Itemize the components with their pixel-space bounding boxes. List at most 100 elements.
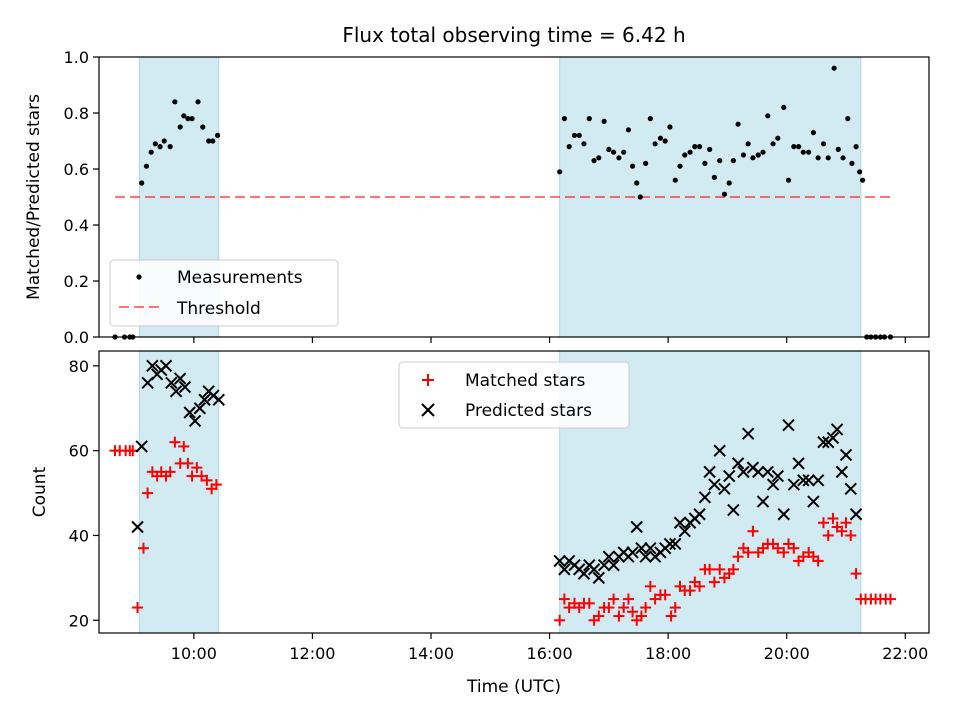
x-tick-label: 22:00 bbox=[882, 644, 928, 663]
measurement-point bbox=[177, 124, 183, 130]
matched-star-point bbox=[142, 487, 154, 499]
measurement-point bbox=[781, 104, 787, 110]
measurement-point bbox=[815, 155, 821, 161]
measurement-point bbox=[702, 160, 708, 166]
measurement-point bbox=[561, 116, 567, 122]
chart-title: Flux total observing time = 6.42 h bbox=[342, 23, 685, 47]
measurement-point bbox=[616, 155, 622, 161]
measurement-point bbox=[745, 141, 751, 147]
predicted-star-point bbox=[558, 563, 571, 576]
matched-star-point bbox=[178, 440, 190, 452]
measurement-point bbox=[791, 144, 797, 150]
y-tick-label: 0.6 bbox=[64, 160, 89, 179]
y-tick-label: 80 bbox=[69, 357, 89, 376]
measurement-point bbox=[557, 169, 563, 175]
legend-matched-label: Matched stars bbox=[465, 371, 585, 391]
predicted-star-point bbox=[159, 359, 173, 373]
predicted-star-point bbox=[165, 376, 178, 390]
measurement-point bbox=[189, 116, 195, 122]
measurement-point bbox=[672, 177, 678, 183]
matched-star-point bbox=[840, 517, 852, 529]
legend-threshold-label: Threshold bbox=[176, 299, 261, 319]
top-panel-y-axis-label: Matched/Predicted stars bbox=[24, 94, 44, 300]
matched-star-point bbox=[210, 479, 222, 491]
x-tick-label: 16:00 bbox=[527, 644, 573, 663]
measurement-point bbox=[707, 146, 713, 152]
measurement-point bbox=[717, 158, 723, 164]
predicted-star-point bbox=[188, 414, 202, 428]
matched-star-point bbox=[850, 568, 862, 580]
predicted-star-point bbox=[183, 406, 196, 419]
measurement-point bbox=[810, 130, 816, 136]
predicted-star-point bbox=[792, 457, 805, 470]
measurement-point bbox=[845, 116, 851, 122]
matched-star-point bbox=[704, 563, 716, 575]
predicted-star-point bbox=[597, 558, 611, 572]
bottom-panel-legend: Matched stars Predicted stars bbox=[398, 361, 630, 429]
matched-star-point bbox=[659, 589, 671, 601]
measurement-point bbox=[785, 177, 792, 183]
matched-star-point bbox=[884, 593, 896, 605]
predicted-star-point bbox=[826, 431, 840, 445]
x-tick-label: 14:00 bbox=[408, 644, 454, 663]
matched-star-point bbox=[732, 551, 744, 563]
matched-star-point bbox=[618, 602, 630, 614]
predicted-star-point bbox=[727, 503, 740, 517]
measurement-point bbox=[682, 152, 688, 158]
matched-star-point bbox=[169, 436, 181, 448]
predicted-star-point bbox=[135, 440, 148, 453]
predicted-star-point bbox=[146, 359, 159, 373]
predicted-star-point bbox=[678, 525, 691, 538]
predicted-star-point bbox=[802, 474, 815, 487]
legend-predicted-marker bbox=[421, 403, 435, 417]
y-tick-label: 0.4 bbox=[64, 216, 89, 235]
predicted-star-point bbox=[698, 491, 712, 504]
matched-star-point bbox=[622, 593, 634, 605]
measurement-point bbox=[643, 160, 649, 166]
predicted-star-point bbox=[644, 541, 657, 555]
measurement-point bbox=[662, 138, 668, 144]
matched-star-point bbox=[635, 610, 647, 622]
matched-star-point bbox=[694, 580, 706, 592]
predicted-star-point bbox=[723, 469, 736, 483]
measurement-point bbox=[581, 141, 587, 147]
matched-star-point bbox=[554, 614, 566, 626]
measurement-point bbox=[775, 135, 781, 141]
predicted-star-point bbox=[718, 482, 731, 496]
bottom-panel: 20 40 60 80 10:00 12:00 14:00 16:00 18:00 20:00 2… bbox=[30, 350, 930, 697]
predicted-star-point bbox=[708, 478, 721, 491]
predicted-star-point bbox=[811, 474, 825, 487]
measurement-point bbox=[652, 141, 658, 147]
predicted-star-point bbox=[169, 385, 183, 398]
predicted-star-point bbox=[131, 520, 144, 534]
measurement-point bbox=[181, 113, 187, 119]
legend-predicted-label: Predicted stars bbox=[465, 401, 592, 421]
x-tick-label: 10:00 bbox=[171, 644, 217, 663]
y-tick-label: 60 bbox=[69, 442, 89, 461]
measurement-point bbox=[647, 116, 653, 122]
measurement-point bbox=[621, 149, 627, 155]
matched-star-point bbox=[608, 593, 620, 605]
matched-star-point bbox=[708, 576, 720, 588]
y-tick-label: 20 bbox=[69, 611, 89, 630]
measurement-point bbox=[172, 99, 178, 105]
measurement-point bbox=[566, 144, 572, 150]
predicted-star-point bbox=[592, 571, 605, 585]
predicted-star-point bbox=[807, 495, 820, 508]
measurement-point bbox=[157, 144, 163, 150]
predicted-star-point bbox=[178, 380, 192, 394]
matched-stars-points bbox=[109, 436, 896, 626]
measurement-point bbox=[770, 141, 776, 147]
predicted-star-point bbox=[835, 465, 849, 479]
measurement-point bbox=[611, 149, 617, 155]
measurement-point bbox=[625, 127, 632, 133]
matched-star-point bbox=[644, 580, 656, 592]
measurement-point bbox=[711, 174, 717, 180]
predicted-star-point bbox=[731, 457, 745, 470]
top-panel-frame bbox=[98, 56, 930, 338]
matched-star-point bbox=[164, 466, 176, 478]
predicted-star-point bbox=[844, 482, 857, 496]
measurement-point bbox=[576, 132, 582, 138]
measurement-point bbox=[849, 160, 855, 166]
predicted-star-point bbox=[797, 474, 810, 487]
